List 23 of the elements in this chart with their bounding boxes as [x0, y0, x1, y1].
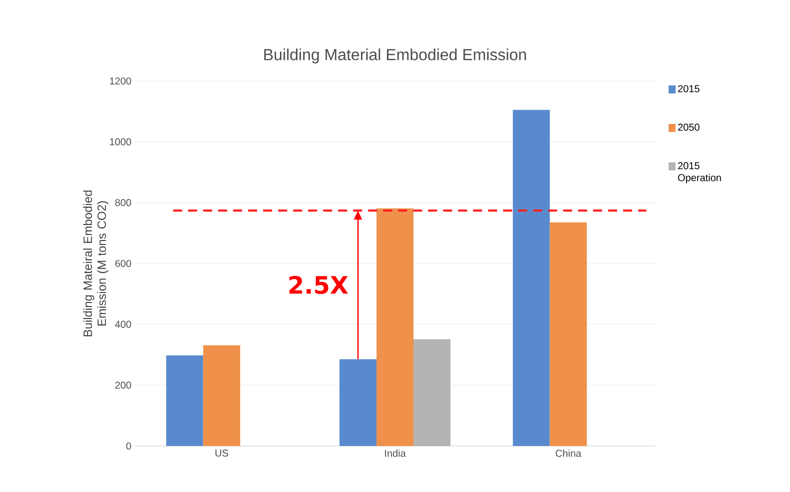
bar: [376, 208, 414, 446]
y-tick-label: 1200: [110, 77, 132, 85]
legend-label: 2050: [678, 124, 700, 131]
legend-label: 2015: [678, 85, 700, 92]
bar: [550, 222, 587, 446]
y-tick-label: 0: [126, 442, 132, 450]
legend-label: 2015 Operation: [678, 162, 721, 184]
y-tick-label: 400: [115, 320, 132, 328]
bar: [512, 110, 550, 446]
x-tick-label: US: [215, 450, 228, 457]
annotation: 2.5X: [289, 276, 348, 294]
bar: [166, 355, 204, 446]
x-tick-label: China: [556, 450, 582, 457]
y-tick-label: 600: [115, 260, 132, 268]
x-tick-label: India: [385, 450, 406, 457]
bar: [340, 359, 377, 446]
bar: [414, 339, 450, 446]
y-tick-label: 200: [115, 382, 132, 389]
y-tick-label: 800: [115, 199, 132, 206]
chart-title: Building Material Embodied Emission: [264, 48, 526, 64]
y-axis-title: Building Mateiral Embodied Emission (M tons CO2): [83, 190, 108, 336]
y-tick-label: 1000: [110, 138, 132, 146]
bar: [203, 345, 240, 446]
